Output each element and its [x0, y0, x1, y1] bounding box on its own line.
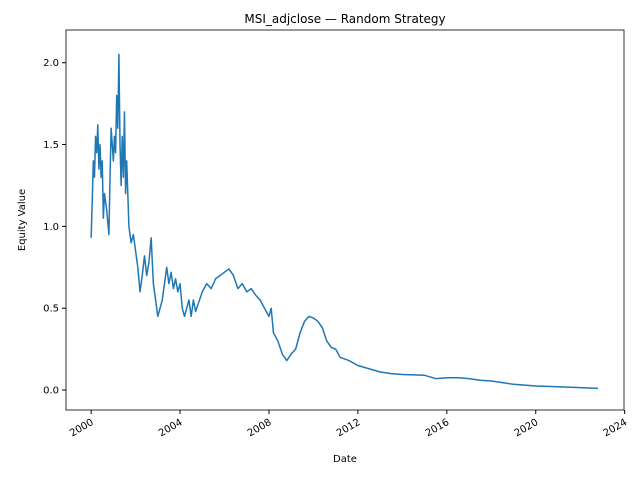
y-tick-label: 1.5	[43, 140, 59, 151]
x-tick-label: 2024	[602, 417, 630, 439]
y-tick-label: 2.0	[43, 58, 59, 69]
y-tick-label: 1.0	[43, 222, 59, 233]
x-tick-label: 2004	[157, 417, 185, 439]
x-axis-label: Date	[333, 454, 357, 465]
y-axis-label: Equity Value	[17, 189, 28, 251]
y-tick-label: 0.0	[43, 386, 59, 397]
chart-title: MSI_adjclose — Random Strategy	[244, 12, 445, 26]
plot-frame	[65, 29, 625, 411]
x-tick-label: 2020	[513, 417, 541, 439]
x-tick-label: 2016	[424, 417, 452, 439]
x-tick-label: 2008	[246, 417, 274, 439]
y-tick-label: 0.5	[43, 304, 59, 315]
line-series	[90, 53, 599, 390]
x-tick-label: 2000	[68, 417, 96, 439]
x-tick-label: 2012	[335, 417, 363, 439]
